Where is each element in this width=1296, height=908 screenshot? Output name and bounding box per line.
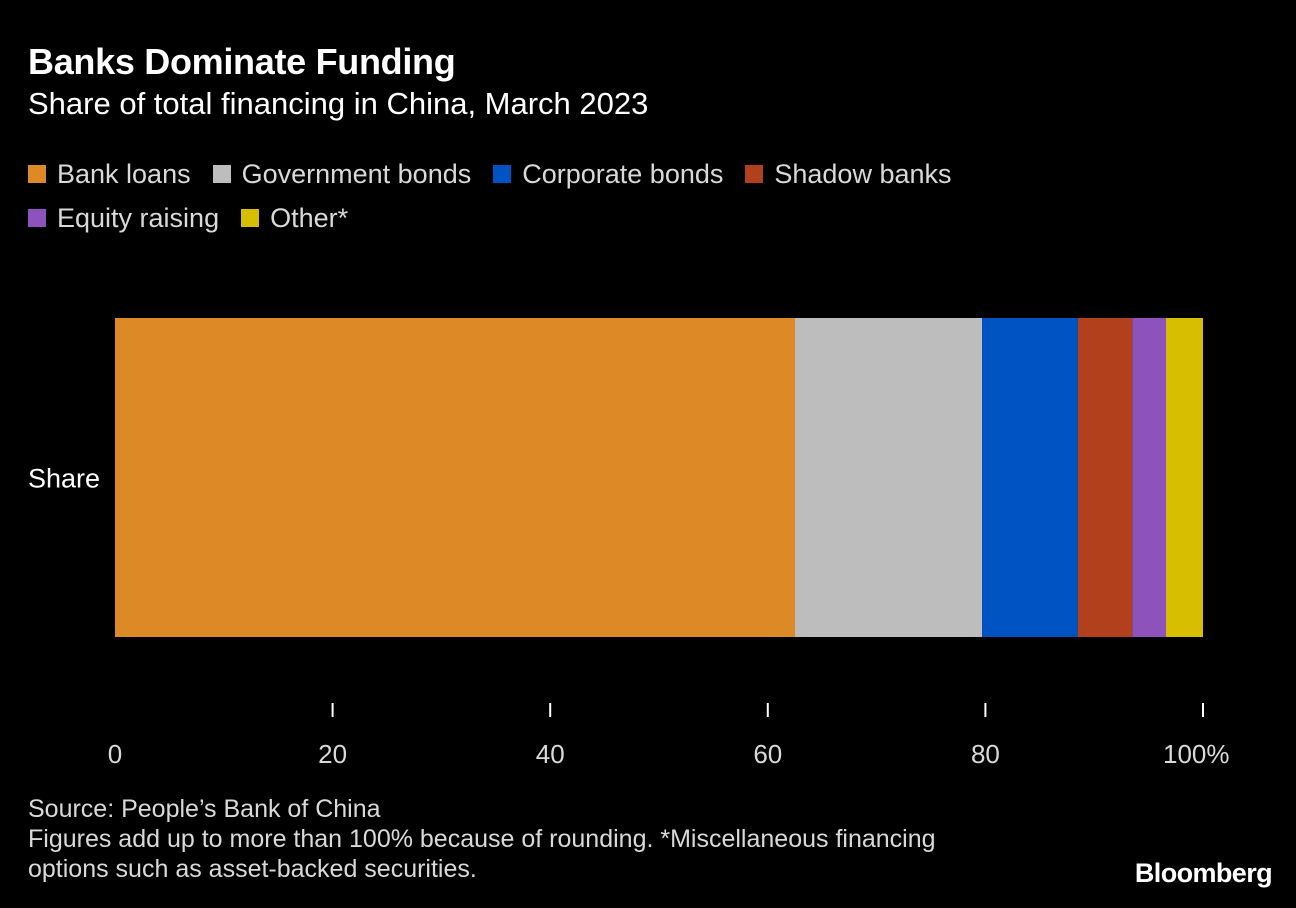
legend-label: Equity raising <box>57 202 220 233</box>
legend-swatch <box>241 209 260 227</box>
legend-item-other: Other* <box>241 203 348 234</box>
footnote-line-2: options such as asset-backed securities. <box>28 855 477 883</box>
footnote-line-1: Figures add up to more than 100% because… <box>28 825 936 853</box>
bar-segment-corporate-bonds <box>982 318 1078 637</box>
legend-label: Shadow banks <box>774 158 952 189</box>
x-tick-label: 100% <box>1163 739 1230 769</box>
bloomberg-logo: Bloomberg <box>1134 858 1273 888</box>
x-tick-label: 60 <box>753 739 782 769</box>
legend-swatch <box>212 165 231 183</box>
bar-segment-equity-raising <box>1132 318 1167 637</box>
legend-row-1: Bank loans Government bonds Corporate bo… <box>28 152 1128 196</box>
legend-row-2: Equity raising Other* <box>28 196 1128 240</box>
bar-segment-government-bonds <box>795 318 983 637</box>
legend-swatch <box>28 209 46 227</box>
legend-swatch <box>493 165 512 183</box>
legend-swatch <box>745 165 764 183</box>
bar-segment-other <box>1166 318 1203 637</box>
legend-label: Government bonds <box>241 158 472 189</box>
source-note: Source: People’s Bank of China <box>28 795 381 823</box>
legend-item-equity-raising: Equity raising <box>28 203 219 234</box>
legend-label: Corporate bonds <box>522 158 724 189</box>
chart-subtitle: Share of total financing in China, March… <box>28 86 649 121</box>
legend: Bank loans Government bonds Corporate bo… <box>28 152 1128 240</box>
x-tick-label: 80 <box>971 739 1000 769</box>
bar-segment-shadow-banks <box>1077 318 1133 637</box>
legend-label: Bank loans <box>57 158 191 189</box>
legend-item-corporate-bonds: Corporate bonds <box>493 159 723 190</box>
footer: Source: People’s Bank of China Figures a… <box>28 794 936 884</box>
category-label: Share <box>28 464 100 494</box>
x-tick-label: 40 <box>536 739 565 769</box>
x-tick-label: 0 <box>108 739 122 769</box>
legend-label: Other* <box>270 202 349 233</box>
legend-swatch <box>28 165 46 183</box>
x-tick-label: 20 <box>318 739 347 769</box>
chart-title: Banks Dominate Funding <box>28 41 456 82</box>
legend-item-shadow-banks: Shadow banks <box>745 158 952 190</box>
bar-segment-bank-loans <box>115 318 795 637</box>
legend-item-bank-loans: Bank loans <box>28 159 191 190</box>
legend-item-government-bonds: Government bonds <box>212 158 472 190</box>
